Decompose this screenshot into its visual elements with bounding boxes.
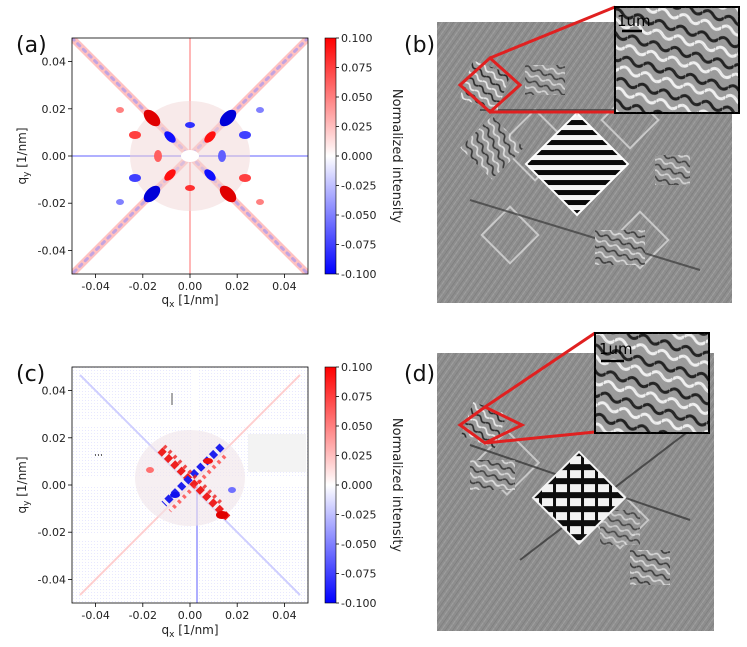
heatmap-a bbox=[72, 38, 308, 274]
y-tick-label: -0.04 bbox=[38, 573, 66, 586]
y-tick-label: -0.02 bbox=[38, 526, 66, 539]
colorbar-tick-label: 0.025 bbox=[341, 450, 373, 463]
x-tick-label: 0.00 bbox=[178, 609, 203, 622]
colorbar-c bbox=[324, 366, 337, 604]
zoom-callout-b bbox=[457, 5, 616, 115]
speckle-center-c bbox=[135, 430, 245, 526]
colorbar-tick-label: 0.100 bbox=[341, 32, 373, 45]
panel-b-label: (b) bbox=[404, 33, 435, 58]
colorbar-tick-label: -0.100 bbox=[341, 268, 376, 281]
x-tick-label: 0.04 bbox=[272, 280, 297, 293]
colorbar-tick-label: 0.075 bbox=[341, 62, 373, 75]
y-tick-label: 0.04 bbox=[42, 385, 67, 398]
colorbar-tick-label: 0.050 bbox=[341, 91, 373, 104]
colorbar-label-a: Normalized intensity bbox=[389, 89, 404, 224]
y-ticks-a: 0.04 0.02 0.00 -0.02 -0.04 bbox=[38, 56, 72, 257]
maze-square-d bbox=[531, 450, 627, 546]
x-tick-label: 0.00 bbox=[178, 280, 203, 293]
colorbar-tick-label: 0.025 bbox=[341, 121, 373, 134]
x-tick-label: 0.02 bbox=[225, 280, 250, 293]
panel-a-label: (a) bbox=[16, 33, 47, 58]
y-tick-label: -0.02 bbox=[38, 197, 66, 210]
y-tick-label: 0.00 bbox=[42, 479, 67, 492]
colorbar-tick-label: 0.000 bbox=[341, 479, 373, 492]
colorbar-a bbox=[324, 37, 337, 275]
colorbar-tick-label: -0.050 bbox=[341, 209, 376, 222]
colorbar-label-c: Normalized intensity bbox=[389, 418, 404, 553]
colorbar-tick-label: -0.100 bbox=[341, 597, 376, 610]
x-tick-label: -0.04 bbox=[81, 609, 109, 622]
y-axis-label-c: qy [1/nm] bbox=[15, 456, 32, 513]
panel-c-label: (c) bbox=[16, 362, 45, 387]
colorbar-tick-label: -0.025 bbox=[341, 180, 376, 193]
striped-square-b bbox=[524, 111, 630, 217]
colorbar-tick-label: 0.075 bbox=[341, 391, 373, 404]
colorbar-tick-label: -0.025 bbox=[341, 509, 376, 522]
y-tick-label: 0.02 bbox=[42, 103, 67, 116]
colorbar-tick-label: -0.075 bbox=[341, 239, 376, 252]
scale-bar-label-b: 1um bbox=[617, 12, 651, 30]
y-ticks-c: 0.04 0.02 0.00 -0.02 -0.04 bbox=[38, 385, 72, 586]
colorbar-tick-label: -0.050 bbox=[341, 538, 376, 551]
x-ticks-a: -0.04 -0.02 0.00 0.02 0.04 bbox=[81, 274, 297, 293]
y-tick-label: -0.04 bbox=[38, 244, 66, 257]
scale-bar-label-d: 1um bbox=[599, 340, 633, 358]
colorbar-tick-label: 0.100 bbox=[341, 361, 373, 374]
y-tick-label: 0.02 bbox=[42, 432, 67, 445]
x-tick-label: -0.04 bbox=[81, 280, 109, 293]
x-axis-label-a: qx [1/nm] bbox=[161, 293, 218, 310]
x-tick-label: -0.02 bbox=[129, 609, 157, 622]
y-tick-label: 0.00 bbox=[42, 150, 67, 163]
inset-d: 1um bbox=[594, 332, 710, 434]
x-tick-label: 0.04 bbox=[272, 609, 297, 622]
y-axis-label-a: qy [1/nm] bbox=[15, 127, 32, 184]
zoom-callout-d bbox=[457, 331, 596, 445]
x-tick-label: -0.02 bbox=[129, 280, 157, 293]
inset-b: 1um bbox=[614, 6, 740, 114]
panel-d-label: (d) bbox=[404, 362, 435, 387]
colorbar-tick-label: 0.000 bbox=[341, 150, 373, 163]
x-tick-label: 0.02 bbox=[225, 609, 250, 622]
speckle-center-a bbox=[116, 101, 264, 211]
y-tick-label: 0.04 bbox=[42, 56, 67, 69]
x-ticks-c: -0.04 -0.02 0.00 0.02 0.04 bbox=[81, 603, 297, 622]
colorbar-ticks-a: 0.100 0.075 0.050 0.025 0.000 -0.025 -0.… bbox=[336, 32, 376, 281]
colorbar-tick-label: -0.075 bbox=[341, 568, 376, 581]
colorbar-tick-label: 0.050 bbox=[341, 420, 373, 433]
heatmap-c bbox=[72, 367, 308, 603]
colorbar-ticks-c: 0.100 0.075 0.050 0.025 0.000 -0.025 -0.… bbox=[336, 361, 376, 610]
x-axis-label-c: qx [1/nm] bbox=[161, 623, 218, 640]
